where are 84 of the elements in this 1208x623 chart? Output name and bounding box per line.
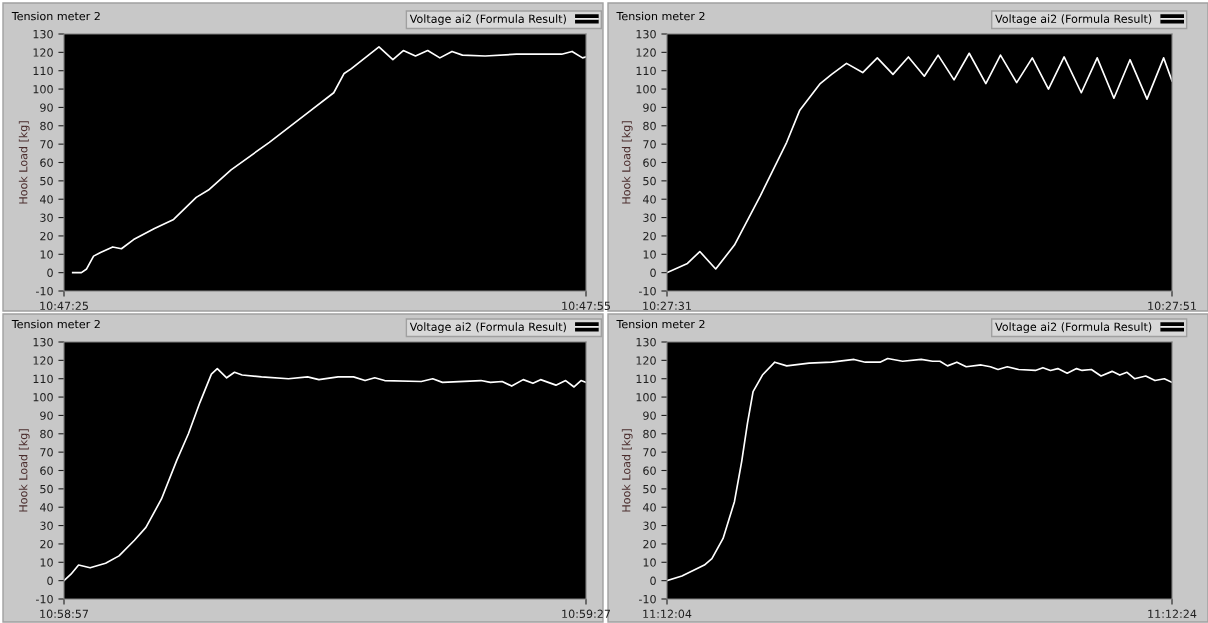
y-tick-label: 100 <box>636 85 656 94</box>
x-tick-label: 11:12:24 <box>1148 609 1197 618</box>
y-axis-title: Hook Load [kg] <box>621 121 633 204</box>
y-tick-label: 0 <box>47 576 53 586</box>
y-tick-label: 0 <box>47 268 53 278</box>
y-tick-label: 110 <box>636 374 656 384</box>
y-tick-label: 50 <box>643 176 656 186</box>
x-tick-label: 10:27:51 <box>1148 301 1196 311</box>
y-tick-label: 30 <box>643 213 656 222</box>
y-tick-label: 10 <box>40 250 53 259</box>
y-tick-label: 130 <box>33 337 53 347</box>
x-tick-label: 10:27:31 <box>643 301 691 311</box>
y-tick-label: 10 <box>40 558 53 567</box>
y-tick-label: 50 <box>40 484 53 494</box>
legend-label: Voltage ai2 (Formula Result) <box>409 14 566 26</box>
y-tick-label: 120 <box>33 48 53 57</box>
y-tick-label: 90 <box>40 103 53 112</box>
x-tick-label: 10:59:27 <box>562 609 610 619</box>
y-tick-label: 80 <box>643 429 656 439</box>
y-tick-label: 120 <box>636 48 656 57</box>
y-tick-label: 130 <box>33 29 53 39</box>
y-tick-label: -10 <box>638 594 656 604</box>
y-tick-label: 70 <box>643 140 656 149</box>
y-tick-label: 40 <box>642 195 656 204</box>
y-tick-label: -10 <box>35 594 53 604</box>
x-tick-label: 10:47:25 <box>40 301 88 311</box>
y-tick-label: 40 <box>39 503 53 512</box>
y-tick-label: 40 <box>642 503 656 512</box>
line-series <box>667 357 1172 582</box>
y-tick-label: 100 <box>636 393 656 402</box>
chart-title: Tension meter 2 <box>616 319 705 329</box>
y-tick-label: 120 <box>33 356 53 365</box>
y-tick-label: 120 <box>636 356 656 365</box>
y-tick-label: 110 <box>636 66 656 76</box>
y-tick-label: 60 <box>40 466 53 475</box>
legend-label: Voltage ai2 (Formula Result) <box>995 322 1152 334</box>
y-axis-title: Hook Load [kg] <box>18 429 30 512</box>
chart-title: Tension meter 2 <box>616 11 705 21</box>
y-tick-label: 10 <box>643 250 656 259</box>
y-tick-label: 0 <box>650 268 656 278</box>
y-tick-label: 20 <box>40 231 53 241</box>
x-tick-label: 10:58:57 <box>40 609 88 619</box>
y-tick-label: 20 <box>643 539 656 549</box>
y-tick-label: 130 <box>636 337 656 347</box>
chart-title: Tension meter 2 <box>11 319 100 329</box>
y-tick-label: 30 <box>40 213 53 222</box>
y-tick-label: 90 <box>643 103 656 112</box>
y-tick-label: 30 <box>643 521 656 530</box>
y-axis-title: Hook Load [kg] <box>621 429 633 512</box>
y-tick-label: 70 <box>643 448 656 457</box>
y-tick-label: 110 <box>33 374 53 384</box>
legend-label: Voltage ai2 (Formula Result) <box>995 14 1152 26</box>
y-tick-label: 80 <box>40 121 53 131</box>
y-tick-label: 100 <box>33 85 53 94</box>
y-tick-label: 40 <box>39 195 53 204</box>
y-tick-label: 20 <box>40 539 53 549</box>
y-tick-label: -10 <box>35 286 53 296</box>
y-tick-label: 10 <box>643 558 656 567</box>
y-tick-label: 20 <box>643 231 656 241</box>
y-tick-label: 80 <box>40 429 53 439</box>
y-tick-label: 70 <box>40 448 53 457</box>
line-series <box>71 46 586 274</box>
y-tick-label: 80 <box>643 121 656 131</box>
y-tick-label: 50 <box>643 484 656 494</box>
y-tick-label: 90 <box>643 411 656 420</box>
y-tick-label: 60 <box>40 158 53 167</box>
y-tick-label: 90 <box>40 411 53 420</box>
y-tick-label: 50 <box>40 176 53 186</box>
y-tick-label: 130 <box>636 29 656 39</box>
legend-label: Voltage ai2 (Formula Result) <box>409 322 566 334</box>
y-tick-label: 100 <box>33 393 53 402</box>
x-tick-label: 10:47:55 <box>562 301 610 311</box>
x-tick-label: 11:12:04 <box>643 609 692 619</box>
line-series <box>667 52 1172 274</box>
y-tick-label: 70 <box>40 140 53 149</box>
line-series <box>64 367 586 582</box>
y-tick-label: 110 <box>33 66 53 76</box>
y-tick-label: -10 <box>638 286 656 296</box>
y-tick-label: 60 <box>643 466 656 475</box>
y-axis-title: Hook Load [kg] <box>18 121 30 204</box>
chart-title: Tension meter 2 <box>11 11 100 21</box>
y-tick-label: 30 <box>40 521 53 530</box>
y-tick-label: 0 <box>650 576 656 586</box>
y-tick-label: 60 <box>643 158 656 167</box>
